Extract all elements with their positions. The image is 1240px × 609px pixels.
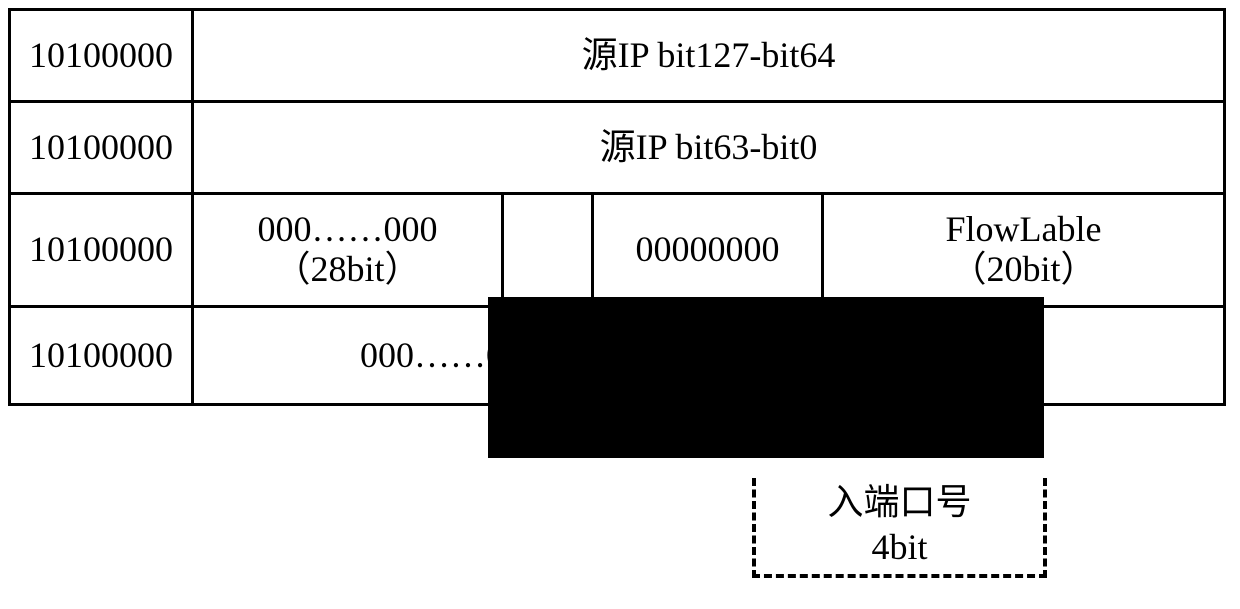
- row3-header: 10100000: [11, 195, 194, 305]
- table-row: 10100000 源IP bit63-bit0: [8, 100, 1226, 192]
- row3-flowlabel-line2: （20bit）: [950, 250, 1096, 290]
- row3-padding: 000……000 （28bit）: [194, 195, 504, 305]
- table-row: 10100000 源IP bit127-bit64: [8, 8, 1226, 100]
- row4-header: 10100000: [11, 308, 194, 403]
- row2-content: 源IP bit63-bit0: [194, 103, 1226, 192]
- port-annotation-line1: 入端口号: [756, 480, 1043, 525]
- port-annotation-line2: 4bit: [756, 525, 1043, 570]
- row3-padding-line2: （28bit）: [274, 250, 420, 290]
- table-row: 10100000 000……000 （28bit） 00000000 FlowL…: [8, 192, 1226, 305]
- row3-zeros: 00000000: [594, 195, 824, 305]
- row3-flowlabel-line1: FlowLable: [946, 210, 1102, 250]
- row1-content: 源IP bit127-bit64: [194, 11, 1226, 100]
- row1-header: 10100000: [11, 11, 194, 100]
- redaction-block: [488, 297, 1044, 458]
- row4-padding: 000……0: [194, 308, 504, 403]
- port-annotation: 入端口号 4bit: [752, 478, 1047, 578]
- row3-flowlabel: FlowLable （20bit）: [824, 195, 1226, 305]
- row3-padding-line1: 000……000: [258, 210, 438, 250]
- row3-empty: [504, 195, 594, 305]
- row2-header: 10100000: [11, 103, 194, 192]
